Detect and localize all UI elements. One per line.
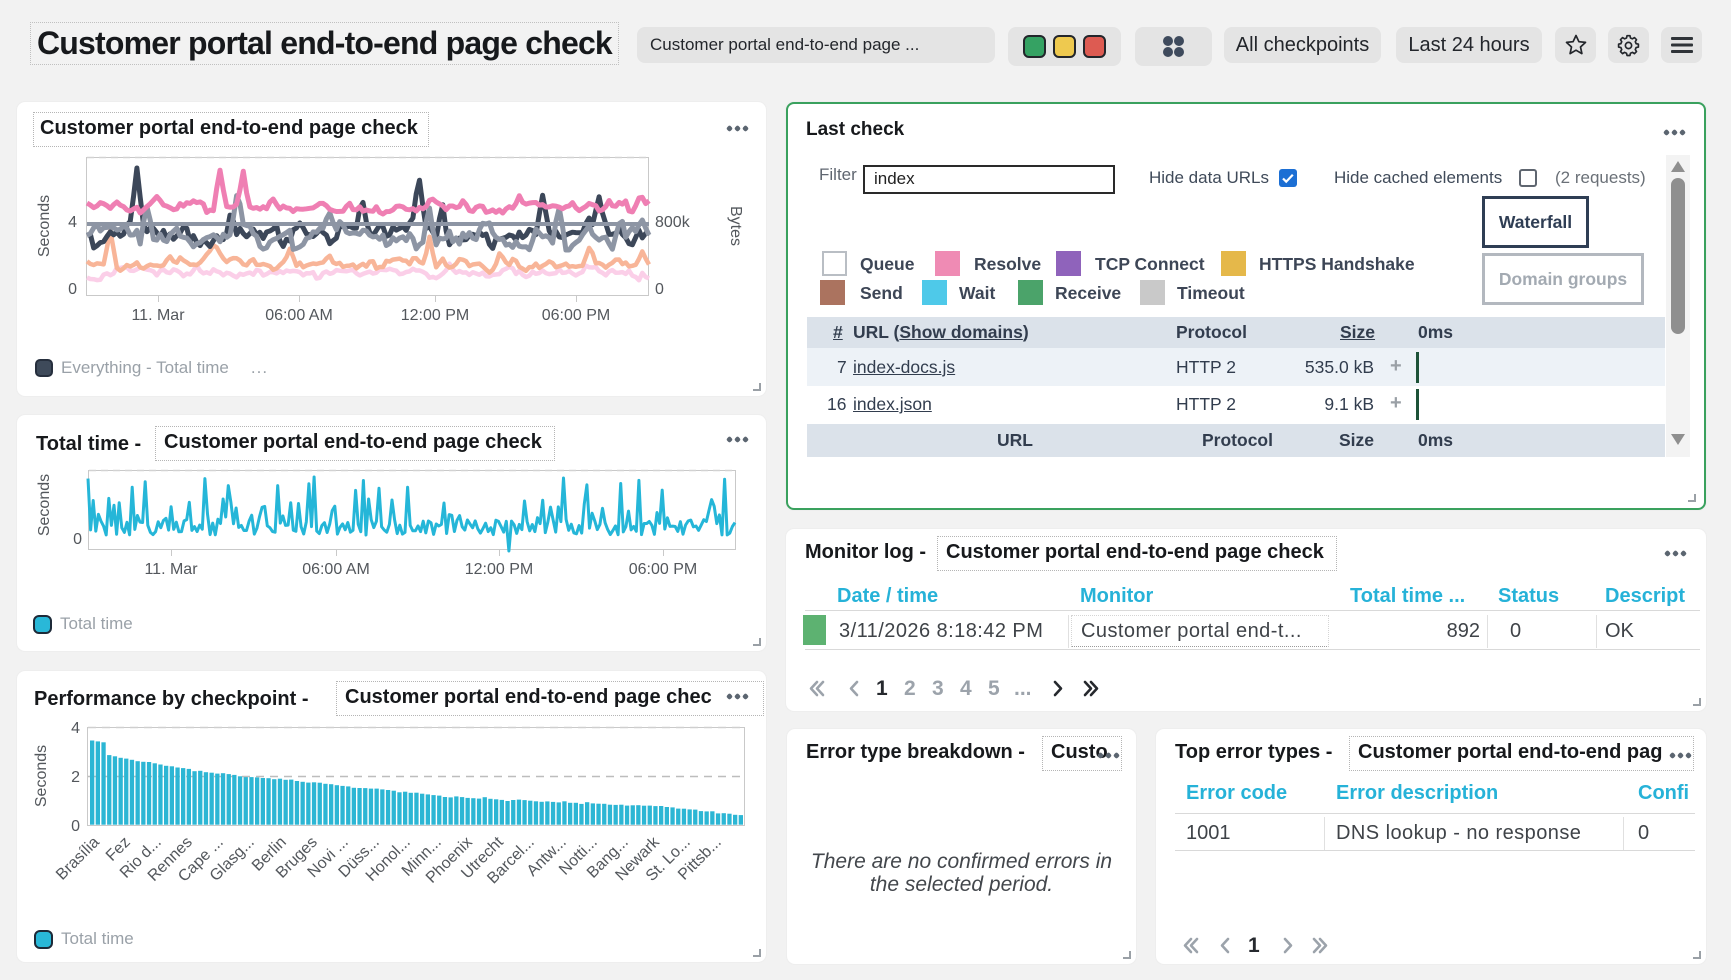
svg-text:Seconds: Seconds <box>36 474 53 536</box>
svg-text:11. Mar: 11. Mar <box>144 561 198 578</box>
svg-text:11. Mar: 11. Mar <box>131 307 185 324</box>
svg-text:0: 0 <box>655 281 664 298</box>
svg-text:06:00 AM: 06:00 AM <box>265 307 333 324</box>
svg-text:Seconds: Seconds <box>36 195 53 257</box>
svg-text:06:00 AM: 06:00 AM <box>302 561 370 578</box>
svg-text:4: 4 <box>68 214 77 231</box>
svg-text:06:00 PM: 06:00 PM <box>542 307 610 324</box>
svg-text:0: 0 <box>71 818 80 835</box>
svg-text:06:00 PM: 06:00 PM <box>629 561 697 578</box>
svg-text:4: 4 <box>71 720 80 737</box>
svg-text:Seconds: Seconds <box>33 745 50 807</box>
svg-text:12:00 PM: 12:00 PM <box>401 307 469 324</box>
svg-text:Brasília: Brasília <box>53 834 103 884</box>
svg-text:12:00 PM: 12:00 PM <box>465 561 533 578</box>
svg-text:Bytes: Bytes <box>727 206 744 246</box>
svg-text:800k: 800k <box>655 214 691 231</box>
svg-text:2: 2 <box>71 769 80 786</box>
svg-text:0: 0 <box>73 531 82 548</box>
svg-text:0: 0 <box>68 281 77 298</box>
